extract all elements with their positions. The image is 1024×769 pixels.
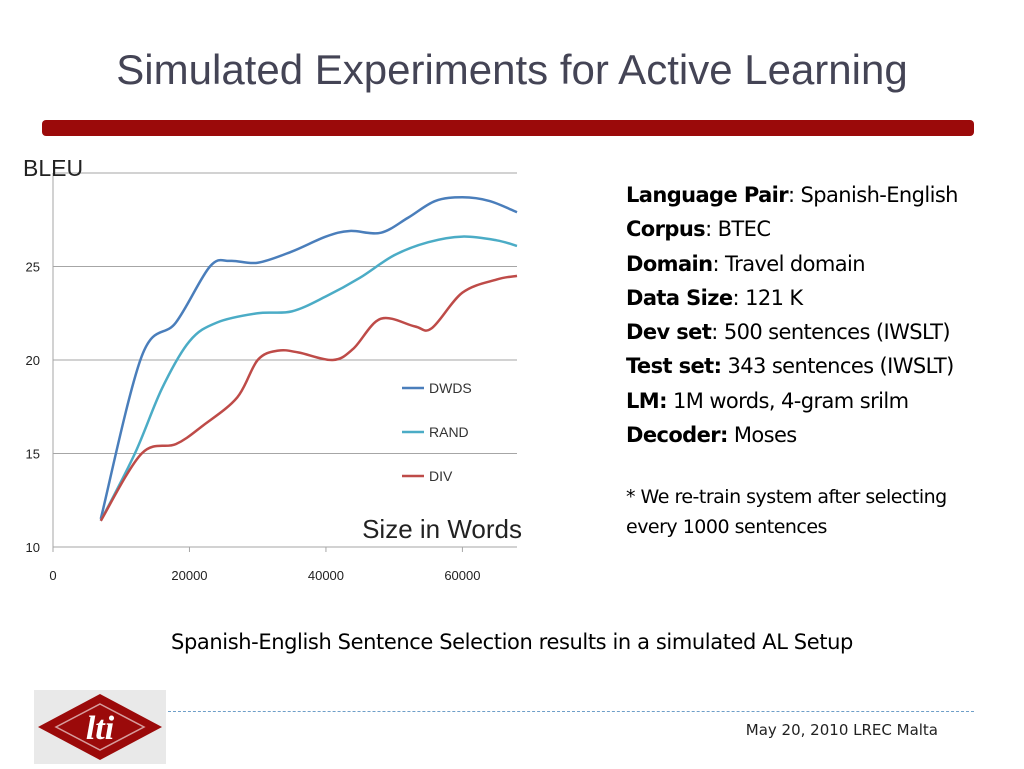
retrain-note-line-2: every 1000 sentences bbox=[626, 516, 827, 538]
retrain-note-line-1: * We re-train system after selecting bbox=[626, 486, 947, 508]
x-axis-title: Size in Words bbox=[362, 514, 522, 544]
x-tick-label: 60000 bbox=[444, 568, 480, 583]
setting-value: Moses bbox=[727, 423, 797, 448]
legend-label: RAND bbox=[429, 424, 469, 440]
slide-title: Simulated Experiments for Active Learnin… bbox=[116, 46, 908, 93]
setting-row: LM: 1M words, 4-gram srilm bbox=[626, 384, 1021, 418]
setting-row: Corpus: BTEC bbox=[626, 212, 1021, 246]
footer-date-venue: May 20, 2010 LREC Malta bbox=[745, 721, 938, 739]
x-tick-label: 0 bbox=[49, 568, 56, 583]
setting-row: Decoder: Moses bbox=[626, 418, 1021, 452]
series-line-div bbox=[99, 274, 518, 522]
setting-value: 343 sentences (IWSLT) bbox=[721, 354, 954, 379]
setting-label: Domain bbox=[626, 251, 713, 276]
figure-caption: Spanish-English Sentence Selection resul… bbox=[171, 630, 853, 654]
legend-label: DIV bbox=[429, 468, 453, 484]
setting-label: Corpus bbox=[626, 217, 706, 242]
title-divider-bar bbox=[42, 120, 974, 136]
setting-value: : Travel domain bbox=[712, 251, 865, 276]
setting-value: : BTEC bbox=[705, 217, 771, 242]
y-axis-title: BLEU bbox=[23, 155, 83, 181]
setting-row: Test set: 343 sentences (IWSLT) bbox=[626, 349, 1021, 383]
setting-value: 1M words, 4-gram srilm bbox=[666, 388, 909, 413]
setting-label: Data Size bbox=[626, 285, 733, 310]
lti-logo: lti bbox=[34, 690, 166, 764]
legend-label: DWDS bbox=[429, 380, 472, 396]
series-line-rand bbox=[99, 235, 518, 522]
setting-row: Domain: Travel domain bbox=[626, 247, 1021, 281]
bleu-line-chart: 10 15 20 25 0 20000 40000 60000 BLEU Size in Word… bbox=[23, 155, 522, 583]
setting-label: Dev set bbox=[626, 320, 712, 345]
retrain-note: * We re-train system after selecting eve… bbox=[626, 482, 1016, 542]
logo-text: lti bbox=[86, 710, 115, 747]
x-tick-label: 40000 bbox=[308, 568, 344, 583]
experiment-settings-list: Language Pair: Spanish-English Corpus: BT… bbox=[626, 178, 1021, 452]
setting-value: : 500 sentences (IWSLT) bbox=[711, 320, 950, 345]
setting-label: Decoder: bbox=[626, 423, 728, 448]
setting-row: Dev set: 500 sentences (IWSLT) bbox=[626, 315, 1021, 349]
setting-row: Language Pair: Spanish-English bbox=[626, 178, 1021, 212]
logo-diamond-icon bbox=[38, 694, 162, 760]
y-tick-label: 10 bbox=[26, 540, 40, 555]
setting-row: Data Size: 121 K bbox=[626, 281, 1021, 315]
setting-value: : 121 K bbox=[732, 285, 804, 310]
x-tick-label: 20000 bbox=[171, 568, 207, 583]
y-tick-label: 15 bbox=[26, 447, 40, 462]
setting-label: Test set: bbox=[626, 354, 722, 379]
setting-label: LM: bbox=[626, 388, 667, 413]
y-tick-label: 25 bbox=[26, 260, 40, 275]
setting-label: Language Pair bbox=[626, 183, 789, 207]
footer-divider bbox=[168, 711, 974, 712]
setting-value: : Spanish-English bbox=[788, 183, 958, 207]
series-line-dwds bbox=[99, 196, 518, 520]
y-tick-label: 20 bbox=[26, 353, 40, 368]
